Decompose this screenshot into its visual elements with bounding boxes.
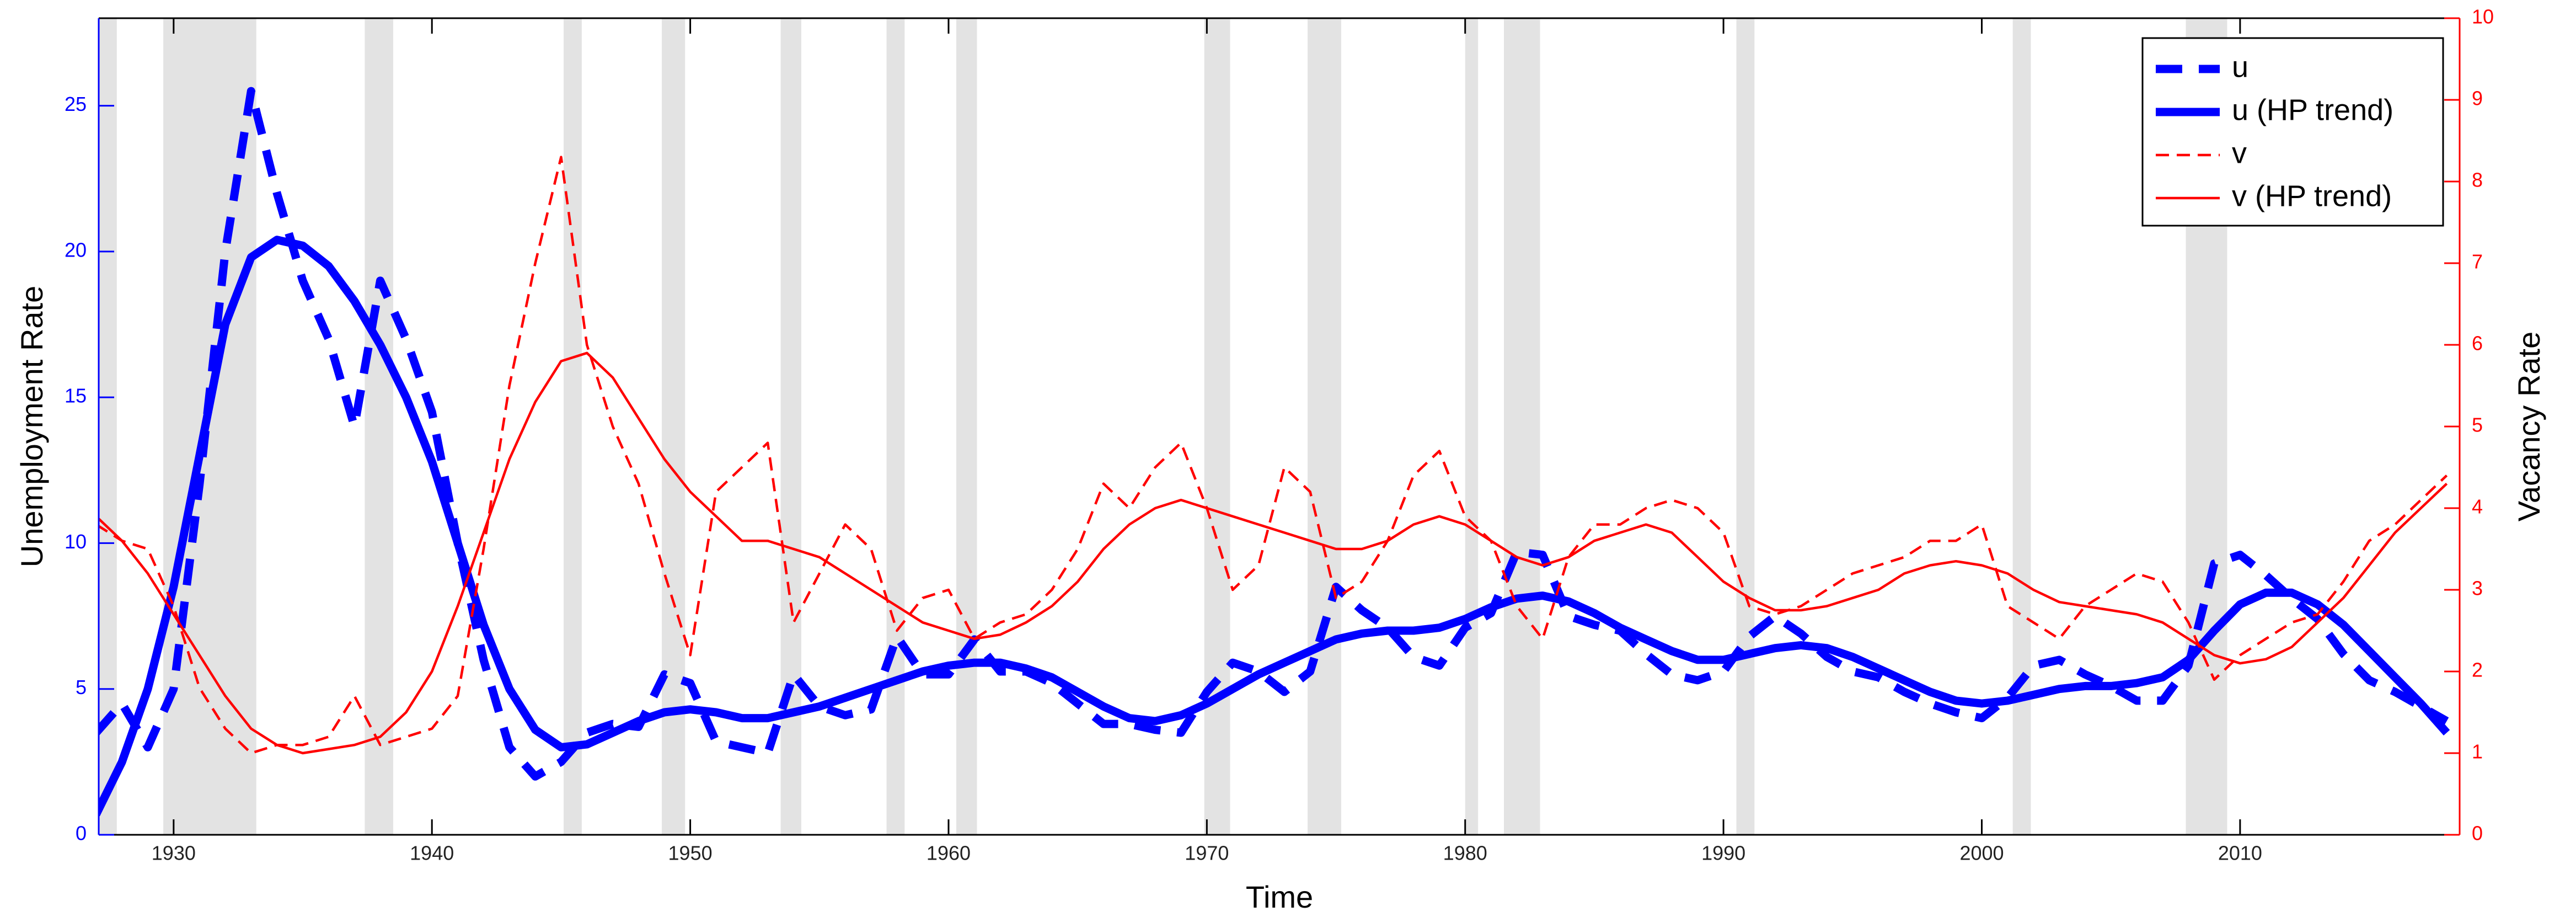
y2-tick-label: 0 [2472, 822, 2483, 845]
y-tick-label: 10 [65, 530, 87, 553]
y2-tick-label: 10 [2472, 6, 2494, 28]
x-axis-label: Time [1246, 879, 1313, 914]
x-tick-label: 2010 [2218, 842, 2262, 865]
shaded-region [1736, 18, 1755, 835]
y2-tick-label: 5 [2472, 414, 2483, 436]
series-line [99, 87, 2449, 781]
x-tick-label: 1990 [1701, 842, 1745, 865]
shaded-region [662, 18, 685, 835]
shaded-region [956, 18, 977, 835]
legend-box [2141, 37, 2444, 227]
y2-tick-label: 6 [2472, 332, 2483, 355]
x-tick-label: 1940 [410, 842, 454, 865]
y2-tick-label: 2 [2472, 659, 2483, 681]
legend: u u (HP trend) v v (HP trend) [2141, 37, 2444, 227]
legend-label: v (HP trend) [2232, 179, 2392, 212]
series-line [99, 351, 2448, 755]
x-tick-label: 1930 [152, 842, 196, 865]
y2-tick-label: 1 [2472, 740, 2483, 763]
y2-tick-label: 7 [2472, 250, 2483, 273]
y-tick-label: 0 [76, 822, 87, 845]
y-tick-label: 5 [76, 676, 87, 699]
y2-axis-label: Vacancy Rate [2511, 332, 2546, 521]
y-tick-label: 25 [65, 93, 87, 115]
shaded-region [2012, 18, 2031, 835]
x-tick-label: 1970 [1185, 842, 1229, 865]
legend-label: v [2232, 136, 2247, 169]
shaded-region [99, 18, 117, 835]
shaded-region [1204, 18, 1230, 835]
shaded-region [365, 18, 393, 835]
axes: 1930 1940 1950 1960 1970 1980 1990 2000 20100510… [65, 6, 2494, 865]
y-axis-label: Unemployment Rate [14, 286, 49, 567]
y2-tick-label: 8 [2472, 169, 2483, 191]
y-tick-label: 20 [65, 238, 87, 261]
x-tick-label: 1950 [668, 842, 713, 865]
legend-label: u [2232, 50, 2248, 83]
x-tick-label: 1980 [1443, 842, 1487, 865]
shaded-region [886, 18, 905, 835]
y2-tick-label: 4 [2472, 495, 2483, 518]
y2-tick-label: 9 [2472, 87, 2483, 110]
x-tick-label: 2000 [1959, 842, 2004, 865]
shaded-region [1503, 18, 1540, 835]
legend-label: u (HP trend) [2232, 93, 2393, 126]
series-line [99, 236, 2450, 817]
shaded-region [1465, 18, 1479, 835]
plot-lines [99, 87, 2450, 817]
y-tick-label: 15 [65, 385, 87, 407]
x-tick-label: 1960 [926, 842, 971, 865]
shaded-region [1308, 18, 1341, 835]
shaded-region [564, 18, 582, 835]
y2-tick-label: 3 [2472, 577, 2483, 600]
